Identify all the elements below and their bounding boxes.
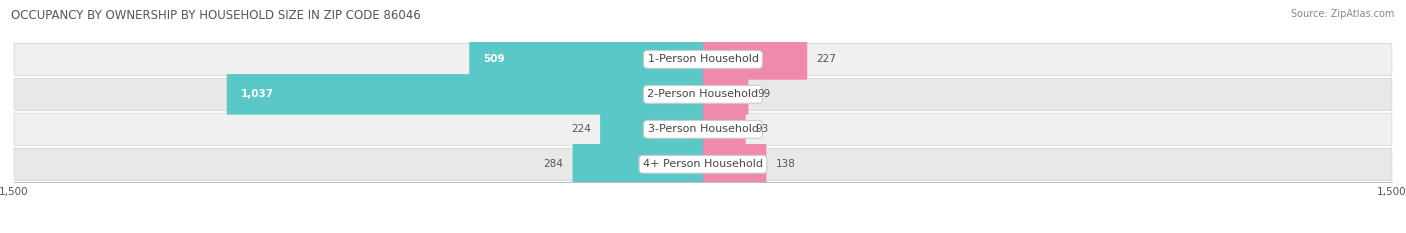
Text: 93: 93	[755, 124, 768, 134]
FancyBboxPatch shape	[14, 78, 1392, 110]
Text: 2-Person Household: 2-Person Household	[647, 89, 759, 99]
Text: 1-Person Household: 1-Person Household	[648, 55, 758, 64]
Text: OCCUPANCY BY OWNERSHIP BY HOUSEHOLD SIZE IN ZIP CODE 86046: OCCUPANCY BY OWNERSHIP BY HOUSEHOLD SIZE…	[11, 9, 420, 22]
FancyBboxPatch shape	[703, 144, 766, 185]
Text: 509: 509	[484, 55, 505, 64]
FancyBboxPatch shape	[703, 74, 748, 115]
FancyBboxPatch shape	[226, 74, 703, 115]
FancyBboxPatch shape	[14, 148, 1392, 180]
Text: 99: 99	[758, 89, 770, 99]
Text: 3-Person Household: 3-Person Household	[648, 124, 758, 134]
FancyBboxPatch shape	[572, 144, 703, 185]
FancyBboxPatch shape	[14, 113, 1392, 145]
FancyBboxPatch shape	[703, 109, 745, 150]
Text: 138: 138	[776, 159, 796, 169]
Text: 1,037: 1,037	[240, 89, 274, 99]
Text: 4+ Person Household: 4+ Person Household	[643, 159, 763, 169]
FancyBboxPatch shape	[470, 39, 703, 80]
Text: Source: ZipAtlas.com: Source: ZipAtlas.com	[1291, 9, 1395, 19]
FancyBboxPatch shape	[600, 109, 703, 150]
Text: 227: 227	[817, 55, 837, 64]
Text: 284: 284	[544, 159, 564, 169]
Text: 224: 224	[571, 124, 591, 134]
FancyBboxPatch shape	[14, 43, 1392, 75]
FancyBboxPatch shape	[703, 39, 807, 80]
